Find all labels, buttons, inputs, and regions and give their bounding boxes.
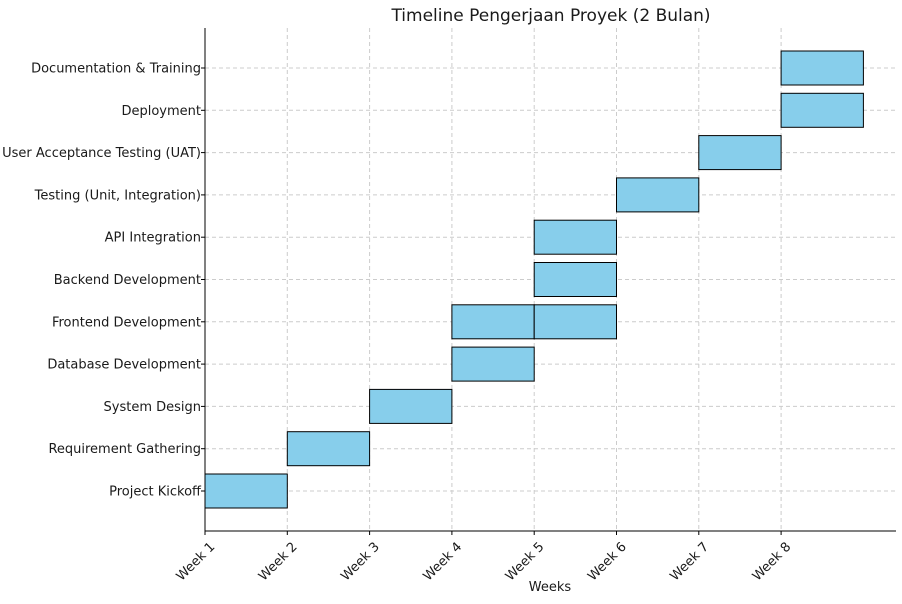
gantt-bar xyxy=(369,388,453,424)
y-tick-label: Project Kickoff xyxy=(109,485,202,500)
y-tick-label: System Design xyxy=(104,400,202,415)
x-tick-label: Week 6 xyxy=(585,540,630,585)
gantt-bar xyxy=(533,262,618,297)
x-tick-label: Week 1 xyxy=(174,540,219,585)
x-tick-label: Week 7 xyxy=(667,540,712,585)
x-tick-label: Week 3 xyxy=(338,540,383,585)
y-tick-label: API Integration xyxy=(105,231,201,246)
y-tick-label: Deployment xyxy=(121,104,201,119)
x-tick-label: Week 4 xyxy=(421,540,466,585)
y-tick-label: Documentation & Training xyxy=(31,62,201,77)
y-tick-label: Requirement Gathering xyxy=(48,442,201,457)
x-axis-label: Weeks xyxy=(529,580,572,595)
gantt-bar xyxy=(451,346,535,382)
x-tick-label: Week 2 xyxy=(256,540,301,585)
axis-layer xyxy=(201,28,896,535)
gantt-bar xyxy=(286,431,371,467)
x-tick-labels: Week 1 Week 2 Week 3 Week 4 Week 5 Week 6 Week… xyxy=(174,540,795,585)
gantt-bar xyxy=(780,50,864,86)
gantt-bar xyxy=(780,92,864,128)
y-tick-label: Backend Development xyxy=(54,273,201,288)
bar-layer xyxy=(204,50,864,509)
chart-title: Timeline Pengerjaan Proyek (2 Bulan) xyxy=(390,6,710,26)
x-tick-label: Week 8 xyxy=(750,540,795,585)
y-tick-label: User Acceptance Testing (UAT) xyxy=(2,146,201,161)
y-tick-label: Testing (Unit, Integration) xyxy=(34,188,201,203)
gantt-bar xyxy=(533,304,618,340)
gantt-bar xyxy=(698,135,782,171)
y-tick-label: Database Development xyxy=(47,358,201,373)
x-tick-label: Week 5 xyxy=(503,540,548,585)
gantt-bar xyxy=(451,304,535,340)
gantt-bar xyxy=(204,473,288,509)
y-tick-label: Frontend Development xyxy=(52,315,201,330)
gantt-bar xyxy=(533,219,618,255)
gantt-bar xyxy=(616,177,700,213)
y-tick-labels: Project Kickoff Requirement Gathering Syst… xyxy=(2,62,202,500)
